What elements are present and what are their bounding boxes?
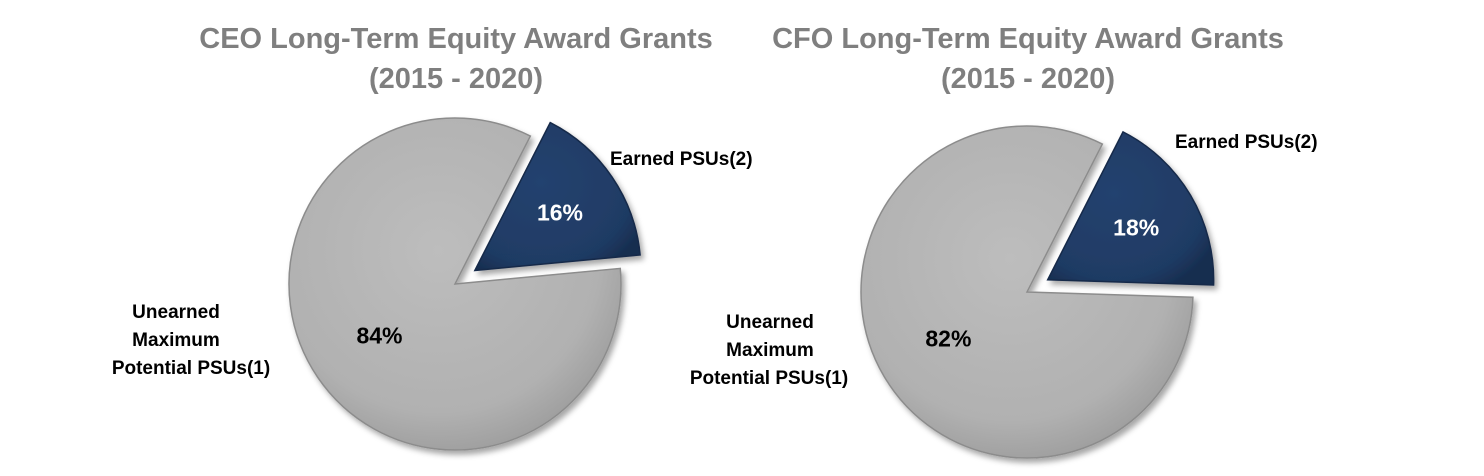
ceo-slice-earned-value-label: 16% [537, 200, 583, 226]
ceo-slice-unearned-value-label: 84% [356, 322, 402, 348]
ceo-chart-title-line-1: CEO Long-Term Equity Award Grants [199, 23, 712, 55]
cfo-slice-earned-value-label: 18% [1113, 214, 1159, 240]
cfo-unearned-legend-label-line-2: Maximum [726, 340, 814, 361]
ceo-unearned-legend-label-line-3: Potential PSUs(1) [112, 358, 270, 379]
cfo-slice-unearned [860, 125, 1194, 459]
ceo-slice-unearned [288, 117, 622, 451]
cfo-pie: 18% 82% [860, 125, 1215, 459]
ceo-earned-legend-label: Earned PSUs(2) [610, 149, 753, 170]
cfo-chart-title-line-1: CFO Long-Term Equity Award Grants [772, 23, 1284, 55]
ceo-pie: 16% 84% [288, 117, 641, 451]
ceo-unearned-legend-label-line-2: Maximum [132, 330, 220, 351]
cfo-earned-legend-label: Earned PSUs(2) [1175, 132, 1318, 153]
ceo-chart-title-line-2: (2015 - 2020) [369, 63, 543, 95]
cfo-unearned-legend-label-line-1: Unearned [726, 312, 814, 333]
cfo-slice-unearned-value-label: 82% [925, 326, 971, 352]
ceo-unearned-legend-label-line-1: Unearned [132, 302, 220, 323]
cfo-unearned-legend-label-line-3: Potential PSUs(1) [690, 368, 848, 389]
cfo-chart: CFO Long-Term Equity Award Grants (2015 … [690, 23, 1318, 459]
ceo-chart: CEO Long-Term Equity Award Grants (2015 … [112, 23, 753, 451]
cfo-chart-title-line-2: (2015 - 2020) [941, 63, 1115, 95]
cfo-slice-earned [1046, 130, 1215, 286]
ceo-slice-earned [473, 121, 641, 272]
